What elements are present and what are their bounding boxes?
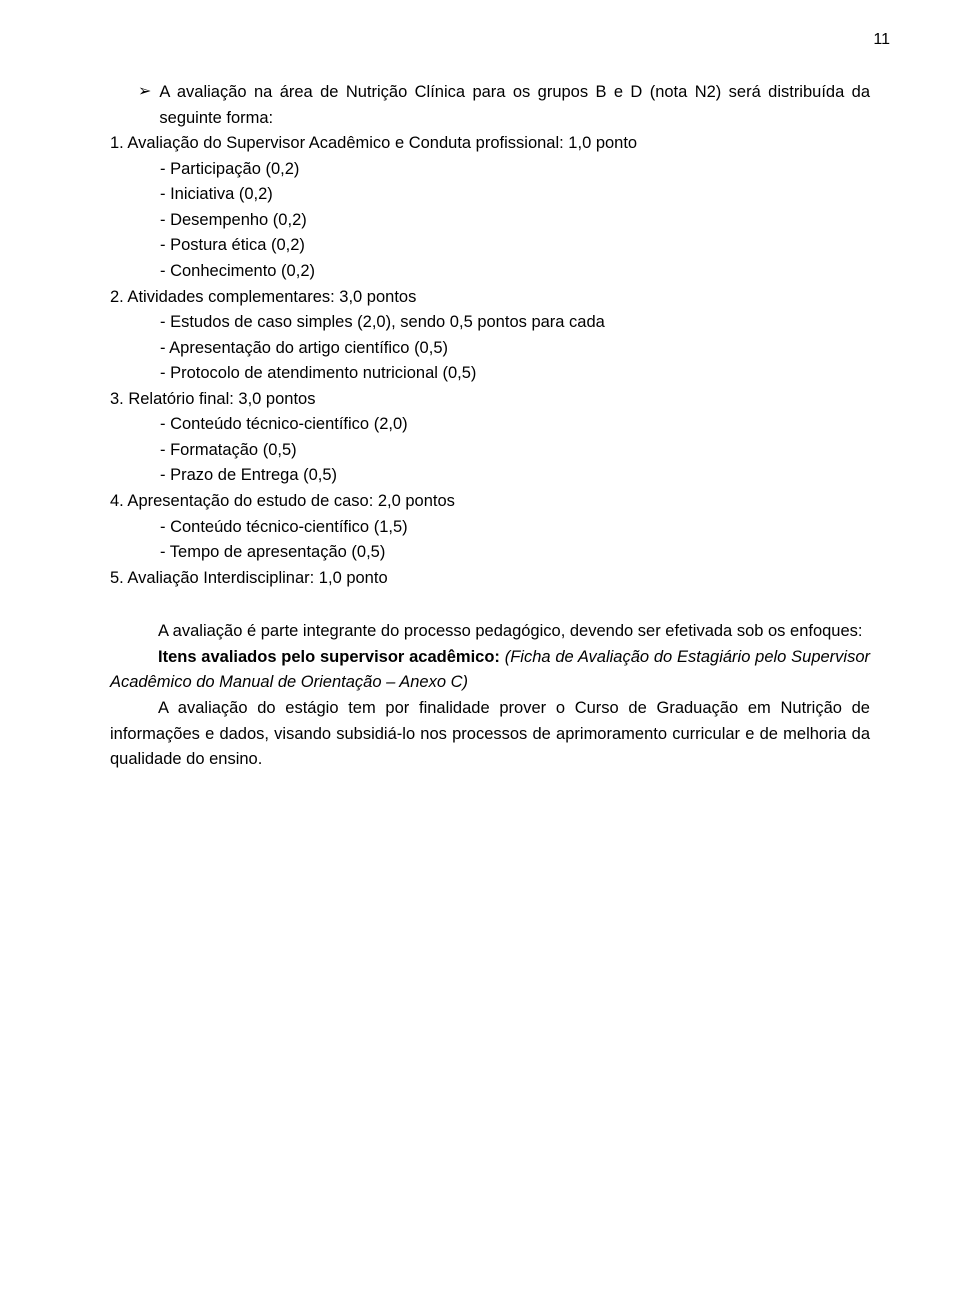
list-item: 2. Atividades complementares: 3,0 pontos — [110, 285, 870, 311]
list-sub-item: - Conteúdo técnico-científico (1,5) — [110, 515, 870, 541]
paragraph-evaluation-intro: A avaliação é parte integrante do proces… — [110, 619, 870, 645]
list-sub-item: - Apresentação do artigo científico (0,5… — [110, 336, 870, 362]
page-number: 11 — [873, 28, 890, 53]
list-sub-item: - Tempo de apresentação (0,5) — [110, 540, 870, 566]
list-sub-item: - Conhecimento (0,2) — [110, 259, 870, 285]
list-sub-item: - Prazo de Entrega (0,5) — [110, 463, 870, 489]
list-sub-item: - Postura ética (0,2) — [110, 233, 870, 259]
paragraph-purpose: A avaliação do estágio tem por finalidad… — [110, 696, 870, 773]
list-sub-item: - Iniciativa (0,2) — [110, 182, 870, 208]
bold-label: Itens avaliados pelo supervisor acadêmic… — [158, 648, 505, 666]
arrow-icon: ➢ — [138, 80, 151, 105]
paragraph-items-evaluated: Itens avaliados pelo supervisor acadêmic… — [110, 645, 870, 696]
section-heading-text: A avaliação na área de Nutrição Clínica … — [159, 80, 870, 131]
list-item: 3. Relatório final: 3,0 pontos — [110, 387, 870, 413]
list-item: 1. Avaliação do Supervisor Acadêmico e C… — [110, 131, 870, 157]
list-item: 4. Apresentação do estudo de caso: 2,0 p… — [110, 489, 870, 515]
list-sub-item: - Desempenho (0,2) — [110, 208, 870, 234]
document-page: 11 ➢ A avaliação na área de Nutrição Clí… — [0, 0, 960, 1307]
numbered-list: 1. Avaliação do Supervisor Acadêmico e C… — [110, 131, 870, 591]
list-item: 5. Avaliação Interdisciplinar: 1,0 ponto — [110, 566, 870, 592]
list-sub-item: - Protocolo de atendimento nutricional (… — [110, 361, 870, 387]
list-sub-item: - Formatação (0,5) — [110, 438, 870, 464]
list-sub-item: - Estudos de caso simples (2,0), sendo 0… — [110, 310, 870, 336]
list-sub-item: - Conteúdo técnico-científico (2,0) — [110, 412, 870, 438]
section-heading: ➢ A avaliação na área de Nutrição Clínic… — [110, 80, 870, 131]
list-sub-item: - Participação (0,2) — [110, 157, 870, 183]
